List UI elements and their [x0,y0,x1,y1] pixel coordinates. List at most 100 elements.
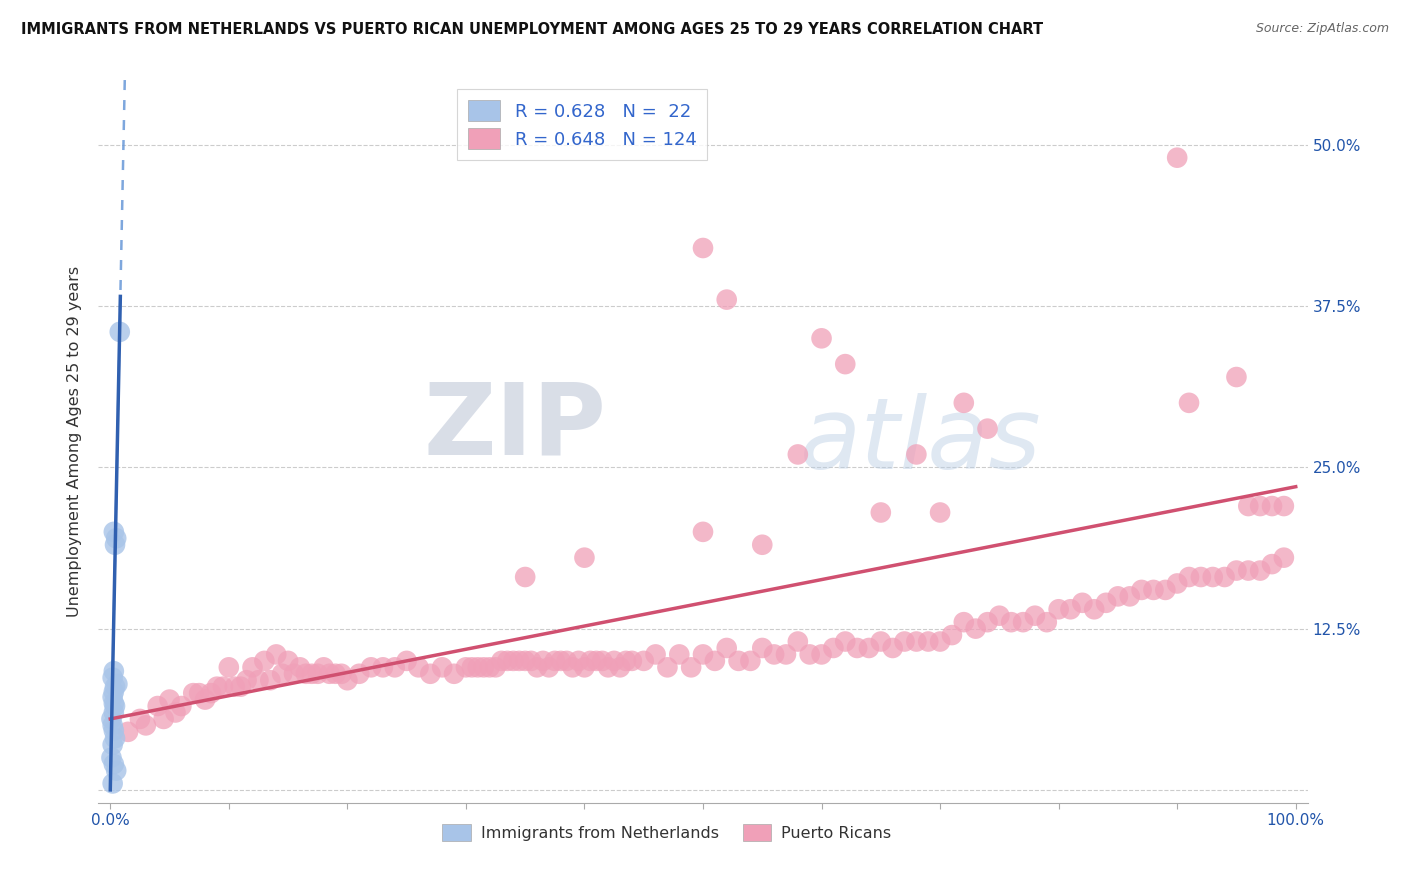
Point [105,531,128,545]
Point [1024,608,1046,623]
Point [218,660,240,674]
Point [259,673,281,688]
Point [101,776,124,790]
Point [205,680,228,694]
Point [101,671,124,685]
Point [561,660,583,674]
Point [905,447,928,461]
Point [264,648,287,662]
Point [360,660,382,674]
Point [716,293,738,307]
Y-axis label: Unemployment Among Ages 25 to 29 years: Unemployment Among Ages 25 to 29 years [67,266,83,617]
Point [188,686,211,700]
Point [567,654,589,668]
Point [1130,582,1153,597]
Point [786,634,808,648]
Point [1189,570,1212,584]
Point [515,654,537,668]
Point [952,615,974,630]
Point [1095,596,1118,610]
Point [1166,151,1188,165]
Point [893,634,915,648]
Point [247,673,270,688]
Point [432,660,454,674]
Point [472,660,495,674]
Point [1166,576,1188,591]
Point [454,660,477,674]
Point [740,654,762,668]
Point [288,660,311,674]
Point [598,660,620,674]
Point [574,550,596,565]
Point [1225,564,1247,578]
Point [603,654,626,668]
Point [165,706,187,720]
Point [657,660,679,674]
Point [591,654,613,668]
Point [799,648,821,662]
Point [301,666,323,681]
Point [194,692,217,706]
Point [703,654,725,668]
Point [101,718,124,732]
Point [307,666,329,681]
Point [614,654,637,668]
Point [965,622,987,636]
Point [101,738,124,752]
Point [496,654,519,668]
Point [103,706,125,720]
Point [508,654,530,668]
Point [751,538,773,552]
Point [108,325,131,339]
Point [100,712,122,726]
Point [1272,550,1295,565]
Point [1154,582,1177,597]
Point [371,660,394,674]
Point [336,673,359,688]
Point [224,680,246,694]
Point [253,654,276,668]
Point [491,654,513,668]
Point [384,660,406,674]
Point [727,654,749,668]
Point [395,654,418,668]
Point [1249,499,1271,513]
Point [318,666,340,681]
Point [550,654,572,668]
Point [1012,615,1035,630]
Point [1083,602,1105,616]
Point [1107,590,1129,604]
Point [283,666,305,681]
Point [526,660,548,674]
Point [235,673,257,688]
Point [716,640,738,655]
Point [443,666,465,681]
Point [146,699,169,714]
Point [152,712,174,726]
Point [135,718,157,732]
Point [105,764,128,778]
Point [484,660,506,674]
Point [103,757,125,772]
Point [478,660,501,674]
Point [555,654,578,668]
Point [212,680,235,694]
Point [681,660,703,674]
Point [1237,499,1260,513]
Point [775,648,797,662]
Point [1225,370,1247,384]
Point [668,648,690,662]
Point [544,654,567,668]
Point [1119,590,1142,604]
Point [515,570,537,584]
Point [520,654,543,668]
Point [763,648,786,662]
Point [537,660,560,674]
Point [129,712,152,726]
Point [929,634,952,648]
Point [271,666,294,681]
Point [103,664,125,678]
Text: ZIP: ZIP [423,378,606,475]
Text: IMMIGRANTS FROM NETHERLANDS VS PUERTO RICAN UNEMPLOYMENT AMONG AGES 25 TO 29 YEA: IMMIGRANTS FROM NETHERLANDS VS PUERTO RI… [21,22,1043,37]
Point [751,640,773,655]
